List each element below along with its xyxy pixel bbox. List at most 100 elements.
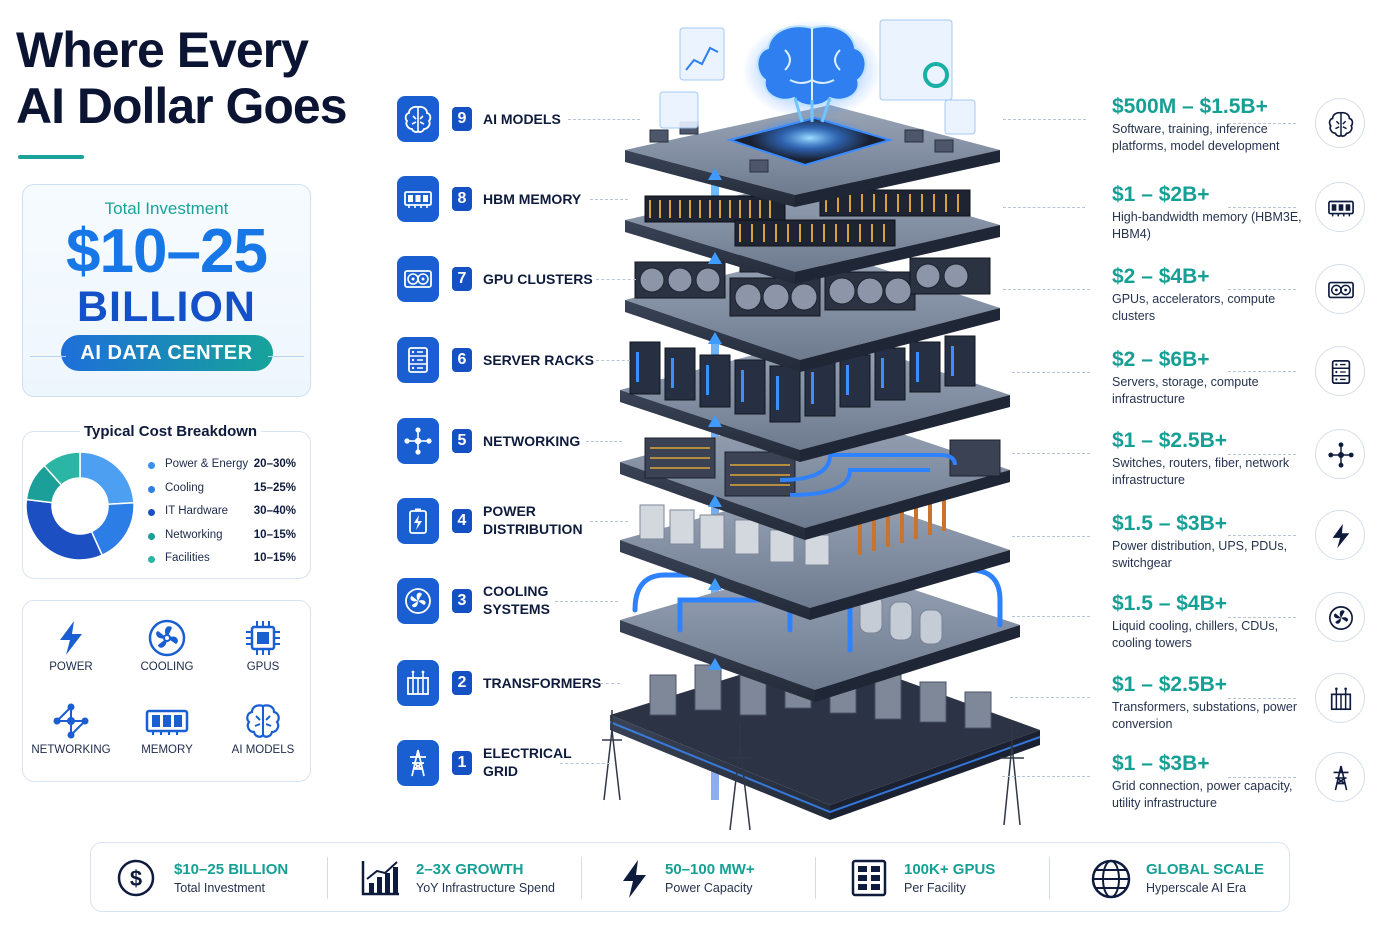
stat-subtitle: Total Investment <box>174 881 266 895</box>
layer-cost-8: $1 – $2B+ High-bandwidth memory (HBM3E, H… <box>1112 183 1312 242</box>
grid-item-networking: NETWORKING <box>23 702 119 756</box>
layer-cost-6: $2 – $6B+ Servers, storage, compute infra… <box>1112 348 1312 407</box>
category-icon-grid: POWER COOLING GPUS NETWORKING MEMORY AI … <box>22 600 311 782</box>
legend-swatch <box>148 462 155 469</box>
layer-name: COOLING SYSTEMS <box>483 583 550 617</box>
breakdown-row: IT Hardware 30–40% <box>148 504 298 522</box>
stat-divider <box>327 857 328 899</box>
cost-breakdown-title: Typical Cost Breakdown <box>80 423 262 440</box>
gpu-icon <box>404 270 432 288</box>
layer-number: 1 <box>452 751 472 775</box>
stat-subtitle: YoY Infrastructure Spend <box>416 881 555 895</box>
leader-line <box>600 683 620 684</box>
cost-description: GPUs, accelerators, compute clusters <box>1112 292 1276 323</box>
cost-breakdown-donut-chart <box>25 451 135 561</box>
layer-icon-tile <box>397 740 439 786</box>
cost-range: $1 – $3B+ <box>1112 752 1210 775</box>
bolt-icon <box>623 860 646 898</box>
leader-line <box>1012 453 1090 454</box>
stat-divider <box>815 857 816 899</box>
upward-arrows <box>708 168 722 670</box>
leader-line <box>568 119 640 120</box>
gpu-icon <box>1328 281 1354 299</box>
cost-description: Grid connection, power capacity, utility… <box>1112 779 1293 810</box>
breakdown-percentage: 30–40% <box>253 505 296 517</box>
cost-description: Liquid cooling, chillers, CDUs, cooling … <box>1112 619 1279 650</box>
layer-label-1: 1 ELECTRICAL GRID <box>397 740 617 786</box>
leader-line <box>1228 123 1296 124</box>
breakdown-category: Power & Energy <box>165 458 249 470</box>
globe-icon <box>1091 859 1131 899</box>
layer-number: 5 <box>452 429 472 453</box>
layer-label-6: 6 SERVER RACKS <box>397 337 617 383</box>
leader-line <box>1012 536 1090 537</box>
breakdown-row: Facilities 10–15% <box>148 551 298 569</box>
server-grid-icon <box>851 859 887 897</box>
breakdown-row: Networking 10–15% <box>148 528 298 546</box>
cost-range: $1.5 – $3B+ <box>1112 512 1228 535</box>
leader-line <box>586 441 622 442</box>
leader-line <box>1010 697 1090 698</box>
layer-number: 9 <box>452 107 472 131</box>
summary-stats-bar: $ $10–25 BILLION Total Investment 2–3X G… <box>90 842 1290 912</box>
layer-icon-tile <box>397 498 439 544</box>
breakdown-row: Power & Energy 20–30% <box>148 457 298 475</box>
tower-layer-hbm-memory <box>625 175 1000 284</box>
badge-divider-right <box>268 356 304 357</box>
layer-cost-2: $1 – $2.5B+ Transformers, substations, po… <box>1112 673 1312 732</box>
breakdown-percentage: 20–30% <box>253 458 296 470</box>
cost-range: $500M – $1.5B+ <box>1112 95 1268 118</box>
layer-name: AI MODELS <box>483 111 561 127</box>
layer-cost-9: $500M – $1.5B+ Software, training, infere… <box>1112 95 1312 154</box>
layer-icon-tile <box>397 418 439 464</box>
layer-number: 6 <box>452 348 472 372</box>
cost-icon-badge <box>1315 752 1365 802</box>
leader-line <box>1228 777 1296 778</box>
network-icon <box>404 427 432 455</box>
layer-number: 7 <box>452 267 472 291</box>
layer-name: NETWORKING <box>483 433 581 449</box>
grid-item-label: NETWORKING <box>31 744 111 756</box>
cost-description: Servers, storage, compute infrastructure <box>1112 375 1259 406</box>
brain-icon <box>246 704 280 738</box>
growth-chart-icon <box>361 861 399 896</box>
cost-icon-badge <box>1315 346 1365 396</box>
cost-icon-badge <box>1315 592 1365 642</box>
fan-icon <box>148 619 186 657</box>
ai-data-center-badge: AI DATA CENTER <box>60 335 273 371</box>
total-investment-label: Total Investment <box>104 199 229 218</box>
tower-layer-ai-models <box>625 105 1000 207</box>
legend-swatch <box>148 509 155 516</box>
title-line-2: AI Dollar Goes <box>16 78 348 134</box>
grid-item-label: AI MODELS <box>231 744 295 756</box>
title-underline <box>18 155 84 159</box>
tower-layer-gpu-clusters <box>625 241 1000 372</box>
cost-icon-badge <box>1315 429 1365 479</box>
layer-name: HBM MEMORY <box>483 191 582 207</box>
leader-line <box>555 601 618 602</box>
cost-icon-badge <box>1315 264 1365 314</box>
stat-divider <box>581 857 582 899</box>
title-line-1: Where Every <box>16 22 309 78</box>
layer-label-9: 9 AI MODELS <box>397 96 617 142</box>
total-investment-card: Total Investment $10–25 BILLION AI DATA … <box>22 184 311 397</box>
layer-label-8: 8 HBM MEMORY <box>397 176 617 222</box>
server-icon <box>408 347 428 373</box>
dollar-icon: $ <box>117 859 155 897</box>
total-investment-amount: $10–25 <box>66 217 268 286</box>
layer-cost-1: $1 – $3B+ Grid connection, power capacity… <box>1112 752 1312 811</box>
tower-layer-electrical-grid <box>602 650 1041 831</box>
stat-value: 50–100 MW+ <box>665 861 755 878</box>
leader-line <box>560 763 610 764</box>
leader-line <box>1012 616 1090 617</box>
data-center-tower-illustration <box>602 19 1041 831</box>
layer-name: SERVER RACKS <box>483 352 594 368</box>
grid-item-ai-models: AI MODELS <box>215 702 311 756</box>
tower-layer-power-distribution <box>620 485 1010 620</box>
donut-slice <box>43 451 81 487</box>
donut-slice <box>25 498 104 561</box>
layer-icon-tile <box>397 96 439 142</box>
leader-line <box>1002 776 1090 777</box>
layer-icon-tile <box>397 256 439 302</box>
legend-swatch <box>148 485 155 493</box>
